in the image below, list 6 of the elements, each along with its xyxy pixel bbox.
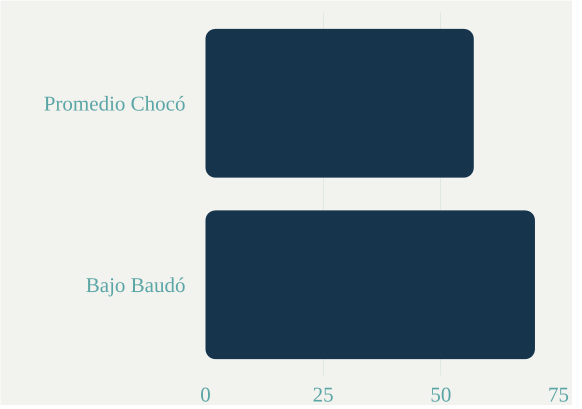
y-tick-label: Bajo Baudó: [86, 272, 186, 297]
x-tick-label: 25: [312, 382, 334, 406]
y-tick-label: Promedio Chocó: [44, 91, 186, 116]
x-tick-label: 0: [200, 382, 211, 406]
x-tick-label: 50: [430, 382, 452, 406]
x-tick-label: 75: [548, 382, 569, 406]
